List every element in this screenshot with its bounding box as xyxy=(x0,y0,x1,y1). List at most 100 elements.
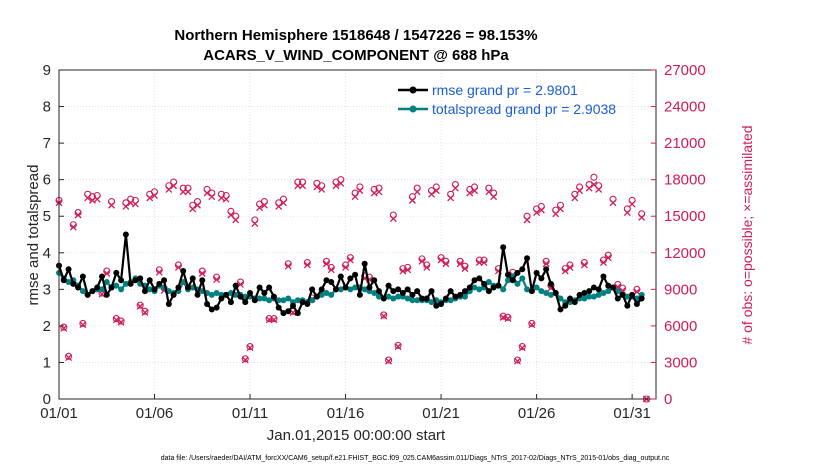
obs-assimilated-marker xyxy=(275,203,283,210)
spread-point xyxy=(590,293,597,300)
spread-point xyxy=(352,284,359,291)
rmse-point xyxy=(285,308,292,315)
rmse-point xyxy=(333,286,340,293)
rmse-point xyxy=(543,266,550,273)
spread-point xyxy=(180,279,187,286)
obs-assimilated-marker xyxy=(213,276,221,284)
rmse-point xyxy=(590,284,597,291)
y2-tick-label: 12000 xyxy=(664,245,706,262)
obs-assimilated-marker xyxy=(174,263,182,271)
obs-assimilated-marker xyxy=(98,290,106,298)
spread-point xyxy=(118,286,125,293)
rmse-point xyxy=(605,282,612,289)
rmse-point xyxy=(624,302,631,309)
rmse-point xyxy=(323,277,330,284)
rmse-point xyxy=(156,280,163,287)
rmse-point xyxy=(614,295,621,302)
spread-point xyxy=(122,280,129,287)
obs-assimilated-marker xyxy=(270,316,278,324)
obs-possible-marker xyxy=(65,352,73,360)
obs-assimilated-marker xyxy=(423,263,431,271)
spread-point xyxy=(581,295,588,302)
rmse-point xyxy=(127,280,134,287)
rmse-point xyxy=(84,291,91,298)
obs-assimilated-marker xyxy=(604,254,612,262)
obs-assimilated-marker xyxy=(451,184,459,192)
x-tick-label: 01/11 xyxy=(232,405,268,422)
obs-assimilated-marker xyxy=(428,190,435,198)
rmse-point xyxy=(519,266,526,273)
obs-assimilated-marker xyxy=(337,179,345,187)
rmse-point xyxy=(514,269,521,276)
spread-point xyxy=(79,288,86,295)
spread-point xyxy=(213,289,220,296)
rmse-point xyxy=(366,284,373,291)
legend-spread-marker xyxy=(409,105,417,113)
rmse-point xyxy=(576,291,583,298)
rmse-point xyxy=(208,306,215,313)
spread-point xyxy=(103,279,110,286)
spread-point xyxy=(261,295,268,302)
rmse-point xyxy=(79,273,86,280)
rmse-point xyxy=(504,271,511,278)
rmse-point xyxy=(347,275,354,282)
obs-assimilated-marker xyxy=(313,183,321,191)
obs-assimilated-marker xyxy=(332,182,340,190)
spread-point xyxy=(476,286,483,293)
obs-assimilated-marker xyxy=(318,185,326,193)
spread-point xyxy=(600,289,607,296)
rmse-point xyxy=(385,282,392,289)
x-tick-label: 01/06 xyxy=(136,405,174,422)
rmse-point xyxy=(352,271,359,278)
rmse-point xyxy=(184,284,191,291)
rmse-point xyxy=(70,280,77,287)
spread-point xyxy=(461,293,468,300)
rmse-point xyxy=(113,269,120,276)
rmse-point xyxy=(399,289,406,296)
obs-possible-marker xyxy=(394,341,402,349)
spread-point xyxy=(519,275,526,282)
obs-assimilated-marker xyxy=(246,344,254,352)
spread-point xyxy=(605,288,612,295)
rmse-point xyxy=(161,277,168,284)
spread-point xyxy=(395,293,402,300)
rmse-point xyxy=(328,279,335,286)
rmse-point xyxy=(280,310,287,317)
obs-assimilated-marker xyxy=(557,205,564,213)
y2-tick-label: 21000 xyxy=(664,135,706,152)
rmse-point xyxy=(251,297,258,304)
obs-possible-marker xyxy=(241,355,249,363)
spread-point xyxy=(146,286,153,293)
rmse-point xyxy=(132,277,139,284)
spread-point xyxy=(504,277,511,284)
obs-assimilated-marker xyxy=(432,187,440,195)
rmse-point xyxy=(165,300,172,307)
y-tick-label: 8 xyxy=(43,99,51,116)
rmse-point xyxy=(409,291,416,298)
spread-point xyxy=(256,295,263,302)
obs-assimilated-marker xyxy=(480,259,488,266)
rmse-point xyxy=(227,299,234,306)
spread-point xyxy=(390,295,397,302)
rmse-point xyxy=(404,286,411,293)
spread-point xyxy=(471,284,478,291)
obs-assimilated-marker xyxy=(418,257,426,265)
obs-possible-marker xyxy=(79,319,87,328)
y-tick-label: 1 xyxy=(43,354,51,371)
spread-point xyxy=(361,286,368,293)
axes: 01/01 01/06 01/11 01/16 01/21 01/26 01/31 0 1 2 3 4… xyxy=(40,62,705,422)
rmse-point xyxy=(356,291,363,298)
chart-title-line2: ACARS_V_WIND_COMPONENT @ 688 hPa xyxy=(203,47,509,64)
obs-assimilated-marker xyxy=(394,343,402,351)
obs-assimilated-marker xyxy=(194,201,201,209)
obs-possible-marker xyxy=(136,301,144,309)
x-tick-label: 01/26 xyxy=(518,405,556,422)
rmse-point xyxy=(242,299,249,306)
obs-assimilated-marker xyxy=(356,187,364,195)
rmse-point xyxy=(581,289,588,296)
rmse-point xyxy=(175,284,182,291)
rmse-point xyxy=(524,255,531,262)
rmse-point xyxy=(122,231,129,238)
rmse-point xyxy=(481,280,488,287)
rmse-point xyxy=(600,273,607,280)
